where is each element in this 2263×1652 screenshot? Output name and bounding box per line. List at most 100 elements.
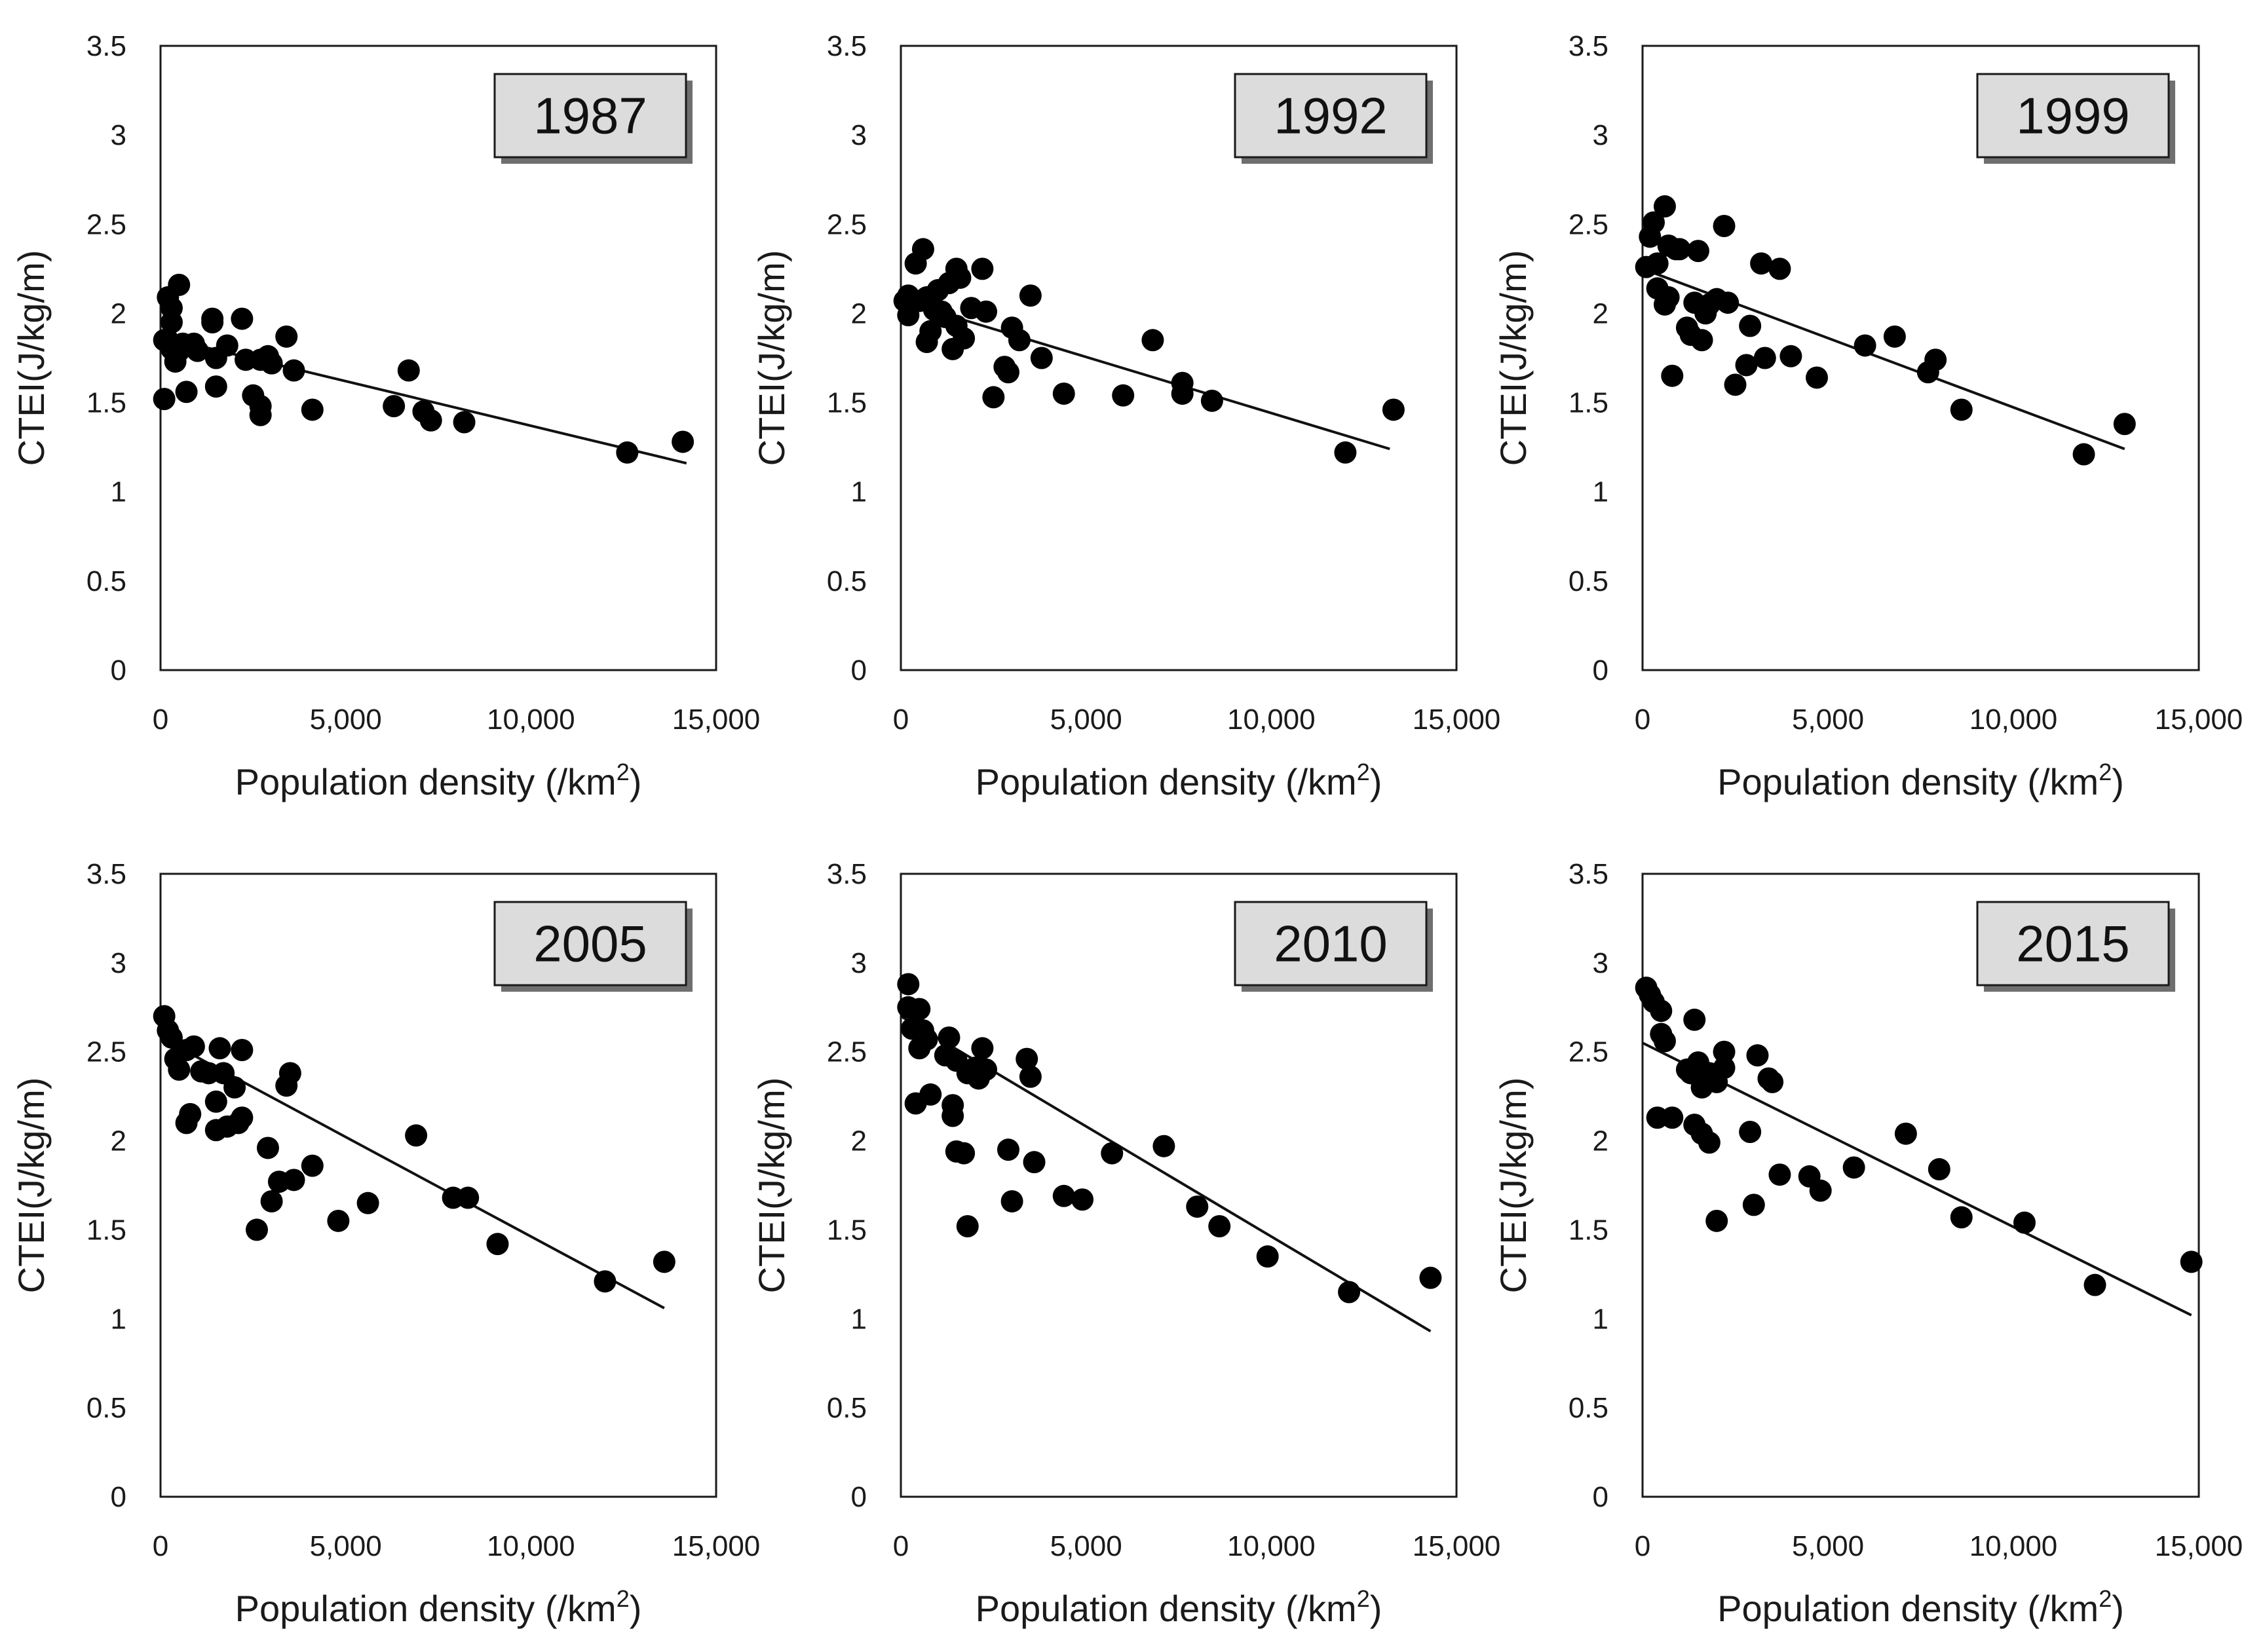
data-point <box>1750 252 1773 275</box>
data-point <box>278 1062 301 1085</box>
y-tick-label: 0 <box>851 654 867 686</box>
data-point <box>245 1218 268 1241</box>
y-axis-label: CTEI(J/kg/m) <box>10 1078 52 1294</box>
data-point <box>260 352 283 375</box>
data-point <box>231 307 254 330</box>
data-point <box>179 1102 202 1125</box>
data-point <box>1186 1195 1209 1218</box>
x-tick-label: 15,000 <box>672 704 761 736</box>
data-point <box>282 359 305 382</box>
x-tick-label: 15,000 <box>2155 704 2243 736</box>
data-point <box>1200 389 1223 412</box>
y-tick-label: 3 <box>1593 947 1608 979</box>
data-point <box>1141 329 1164 352</box>
x-axis-label-superscript: 2 <box>617 759 630 785</box>
x-tick-label: 10,000 <box>487 704 575 736</box>
data-point <box>953 327 976 350</box>
data-point <box>1761 1070 1784 1093</box>
x-tick-label: 0 <box>893 704 909 736</box>
data-point <box>1883 325 1906 348</box>
data-point <box>231 1106 254 1129</box>
x-tick-label: 10,000 <box>1227 704 1316 736</box>
data-point <box>653 1250 675 1273</box>
x-tick-label: 0 <box>893 1530 909 1562</box>
y-tick-label: 0.5 <box>86 1392 126 1424</box>
data-point <box>911 238 934 261</box>
data-point <box>1052 1184 1075 1207</box>
y-tick-label: 2 <box>851 1125 867 1157</box>
data-point <box>486 1233 509 1256</box>
data-point <box>1016 1047 1038 1070</box>
y-axis-label: CTEI(J/kg/m) <box>10 250 52 466</box>
x-axis-label-end: ) <box>2112 1588 2124 1629</box>
y-tick-label: 0.5 <box>827 1392 867 1424</box>
x-axis-label-end: ) <box>2112 761 2124 802</box>
data-point <box>1950 398 1973 421</box>
y-tick-label: 1.5 <box>827 1214 867 1246</box>
data-point <box>975 1058 998 1081</box>
panel-year-label: 2010 <box>1274 915 1388 973</box>
x-axis-label-main: Population density (/km <box>235 1588 617 1629</box>
x-tick-label: 10,000 <box>1227 1530 1316 1562</box>
x-tick-label: 0 <box>153 1530 168 1562</box>
year-box <box>1976 901 2170 986</box>
x-tick-label: 15,000 <box>1413 704 1501 736</box>
data-point <box>1661 364 1684 387</box>
y-tick-label: 0.5 <box>827 565 867 597</box>
x-axis-label-end: ) <box>630 761 642 802</box>
x-tick-label: 0 <box>1635 704 1650 736</box>
y-tick-label: 1 <box>1593 1303 1608 1335</box>
chart-panel-2015: 0 0.5 1 1.5 2 2.5 3 3.5 0 5,000 10,000 15,000 Popula… <box>1493 858 2243 1629</box>
data-point <box>1735 354 1758 377</box>
y-tick-label: 1 <box>851 476 867 508</box>
y-tick-label: 0 <box>851 1481 867 1513</box>
data-point <box>1338 1281 1361 1304</box>
data-point <box>2072 443 2095 466</box>
data-point <box>2113 413 2136 436</box>
y-tick-label: 2.5 <box>1569 1036 1608 1068</box>
data-point <box>1112 384 1135 407</box>
data-point <box>1717 291 1740 314</box>
data-point <box>1779 345 1802 367</box>
data-point <box>1019 284 1042 307</box>
x-tick-label: 15,000 <box>1413 1530 1501 1562</box>
panel-year-label: 1999 <box>2016 87 2130 145</box>
data-point <box>1742 1193 1765 1216</box>
y-tick-label: 3 <box>851 119 867 151</box>
x-axis-label-main: Population density (/km <box>976 761 1357 802</box>
data-point <box>282 1169 305 1192</box>
y-tick-label: 2.5 <box>1569 208 1608 240</box>
data-point <box>419 409 442 432</box>
year-box <box>1234 73 1428 159</box>
data-point <box>975 300 998 323</box>
data-point <box>356 1192 379 1214</box>
year-box <box>493 901 687 986</box>
data-point <box>1924 348 1947 371</box>
data-point <box>1686 240 1709 263</box>
data-point <box>216 334 238 357</box>
data-point <box>1000 1190 1023 1212</box>
data-point <box>260 1190 283 1212</box>
y-tick-label: 1.5 <box>827 387 867 419</box>
data-point <box>1030 347 1053 369</box>
panel-year-label: 2005 <box>533 915 647 973</box>
data-point <box>1653 195 1676 218</box>
x-axis-label-superscript: 2 <box>617 1585 630 1612</box>
data-point <box>1256 1245 1279 1268</box>
data-point <box>1052 382 1075 405</box>
y-tick-label: 0 <box>1593 1481 1608 1513</box>
data-point <box>208 1037 231 1060</box>
data-point <box>1008 329 1031 352</box>
data-point <box>1152 1135 1175 1157</box>
y-tick-label: 1 <box>851 1303 867 1335</box>
data-point <box>956 1214 979 1237</box>
data-point <box>1071 1188 1094 1211</box>
data-point <box>223 1076 246 1099</box>
x-tick-label: 15,000 <box>672 1530 761 1562</box>
y-tick-label: 1 <box>1593 476 1608 508</box>
y-tick-label: 2.5 <box>827 1036 867 1068</box>
y-tick-label: 1.5 <box>86 1214 126 1246</box>
y-tick-label: 2.5 <box>827 208 867 240</box>
data-point <box>301 398 324 421</box>
data-point <box>383 395 406 418</box>
